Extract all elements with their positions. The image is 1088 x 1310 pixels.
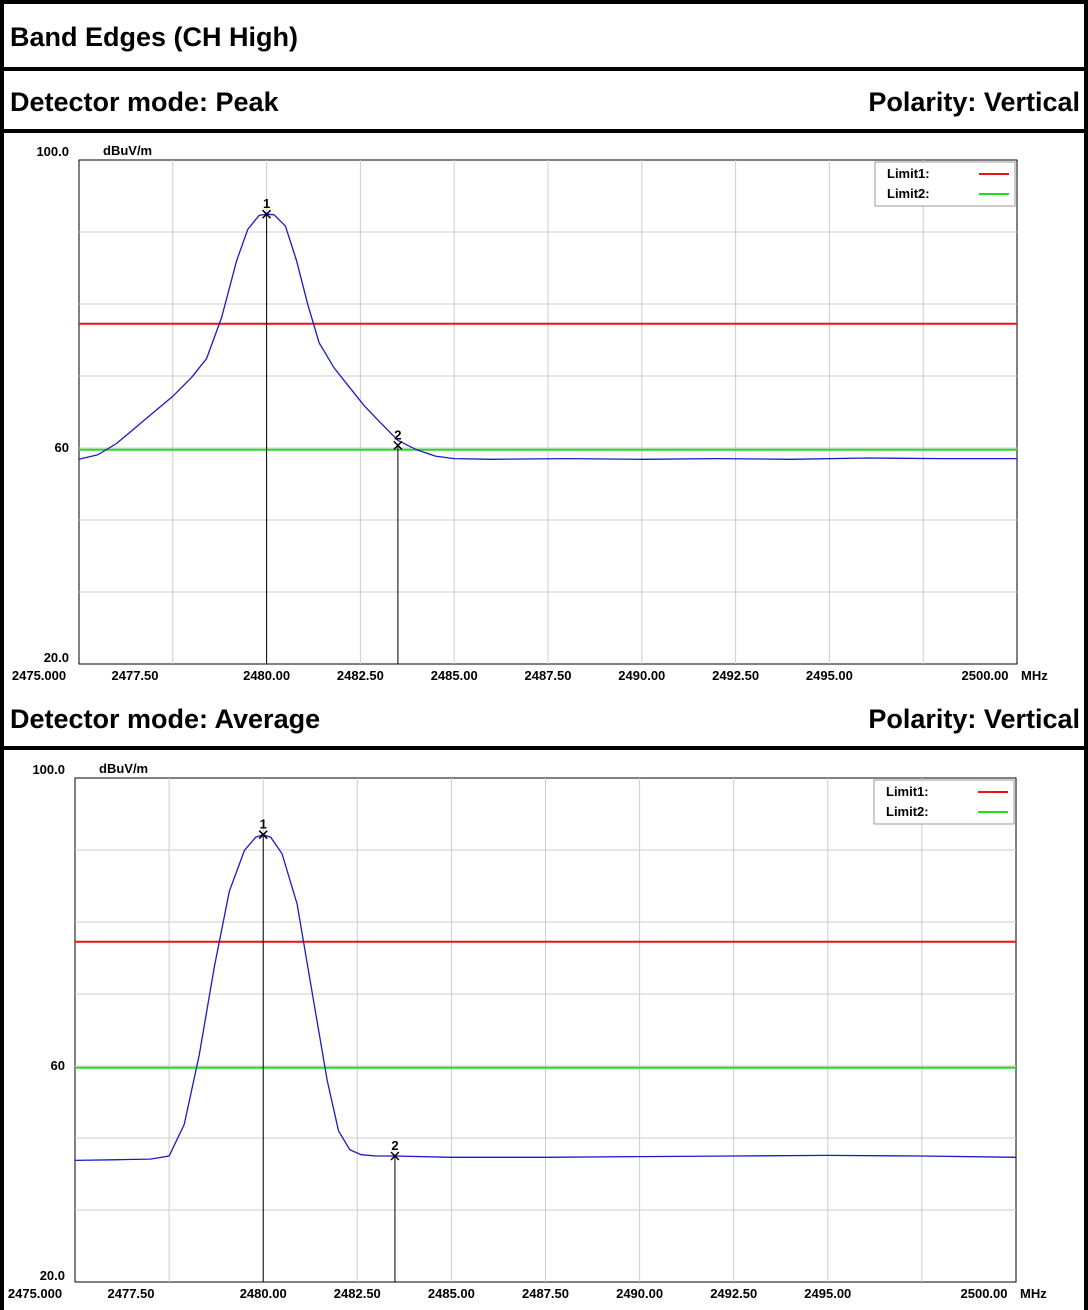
x-tick-label: 2492.50 xyxy=(710,1286,757,1301)
x-unit-label: MHz xyxy=(1020,1286,1047,1301)
peak-header: Detector mode: Peak Polarity: Vertical xyxy=(4,71,1084,133)
x-tick-label: 2487.50 xyxy=(522,1286,569,1301)
legend-box xyxy=(873,779,1015,825)
x-tick-label: 2475.000 xyxy=(8,1286,62,1301)
x-tick-label: 2495.00 xyxy=(806,668,853,683)
x-tick-label: 2477.50 xyxy=(108,1286,155,1301)
marker-x xyxy=(393,440,403,450)
x-tick-label: 2477.50 xyxy=(112,668,159,683)
x-tick-label: 2480.00 xyxy=(240,1286,287,1301)
marker-x xyxy=(258,830,268,840)
y-tick-label: 60 xyxy=(51,1058,65,1073)
x-tick-label: 2485.00 xyxy=(431,668,478,683)
page-title-bar: Band Edges (CH High) xyxy=(4,4,1084,71)
marker-x xyxy=(390,1151,400,1161)
x-tick-label: 2500.00 xyxy=(961,1286,1008,1301)
legend-label: Limit2: xyxy=(886,804,929,819)
x-unit-label: MHz xyxy=(1021,668,1048,683)
y-axis-label: dBuV/m xyxy=(99,761,148,776)
x-tick-label: 2490.00 xyxy=(618,668,665,683)
legend-label: Limit1: xyxy=(886,784,929,799)
peak-chart: 100.0 60 20.0 dBuV/m 2475.000 2477.50 2480.00 2… xyxy=(4,133,1084,688)
marker-label: 1 xyxy=(263,196,270,211)
x-tick-label: 2495.00 xyxy=(804,1286,851,1301)
marker-label: 2 xyxy=(394,427,401,442)
marker-x xyxy=(262,209,272,219)
y-axis-label: dBuV/m xyxy=(103,143,152,158)
average-chart: 100.0 60 20.0 dBuV/m 2475.000 2477.50 2480.00 2… xyxy=(4,750,1084,1308)
y-tick-label: 60 xyxy=(55,440,69,455)
y-tick-label: 100.0 xyxy=(32,762,65,777)
x-tick-label: 2475.000 xyxy=(12,668,66,683)
x-tick-label: 2500.00 xyxy=(962,668,1009,683)
polarity-label: Polarity: Vertical xyxy=(868,704,1080,734)
legend-label: Limit1: xyxy=(887,166,930,181)
x-tick-label: 2482.50 xyxy=(334,1286,381,1301)
marker-label: 2 xyxy=(391,1138,398,1153)
y-tick-label: 100.0 xyxy=(36,144,69,159)
x-tick-label: 2482.50 xyxy=(337,668,384,683)
spectrum-trace xyxy=(74,834,1017,1162)
detector-mode-label: Detector mode: Average xyxy=(10,704,321,734)
spectrum-trace xyxy=(78,213,1017,460)
legend-box xyxy=(874,161,1016,207)
y-tick-label: 20.0 xyxy=(40,1268,65,1283)
x-tick-label: 2480.00 xyxy=(243,668,290,683)
x-tick-label: 2487.50 xyxy=(525,668,572,683)
x-tick-label: 2492.50 xyxy=(712,668,759,683)
polarity-label: Polarity: Vertical xyxy=(868,87,1080,117)
y-tick-label: 20.0 xyxy=(44,650,69,665)
average-header: Detector mode: Average Polarity: Vertica… xyxy=(4,688,1084,750)
page-title: Band Edges (CH High) xyxy=(10,22,298,52)
marker-label: 1 xyxy=(260,817,267,832)
x-tick-label: 2485.00 xyxy=(428,1286,475,1301)
peak-chart-svg: 100.0 60 20.0 dBuV/m 2475.000 2477.50 2480.00 2… xyxy=(12,143,1048,683)
average-chart-svg: 100.0 60 20.0 dBuV/m 2475.000 2477.50 2480.00 2… xyxy=(8,761,1047,1301)
legend-label: Limit2: xyxy=(887,186,930,201)
x-tick-label: 2490.00 xyxy=(616,1286,663,1301)
detector-mode-label: Detector mode: Peak xyxy=(10,87,279,117)
